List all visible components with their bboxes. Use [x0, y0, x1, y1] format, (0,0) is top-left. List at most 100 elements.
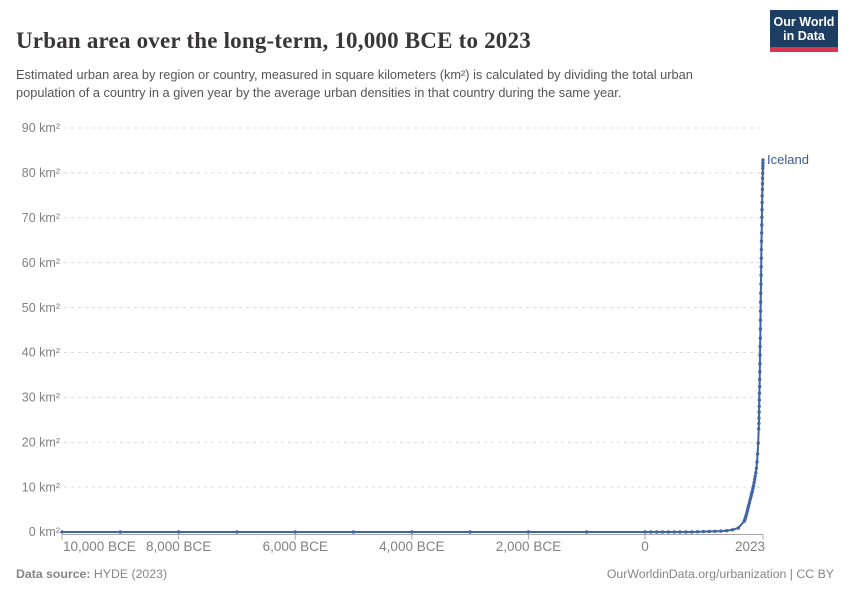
y-tick-label: 20 km² [22, 435, 60, 449]
data-point[interactable] [758, 309, 763, 313]
data-point[interactable] [759, 239, 764, 243]
data-point[interactable] [701, 529, 706, 534]
data-point[interactable] [678, 530, 682, 534]
data-point[interactable] [760, 182, 765, 186]
data-point[interactable] [695, 530, 700, 534]
data-point[interactable] [747, 501, 752, 505]
data-point[interactable] [761, 166, 765, 171]
data-point[interactable] [293, 530, 297, 534]
data-point[interactable] [753, 474, 757, 478]
data-point[interactable] [758, 362, 762, 366]
data-point[interactable] [410, 530, 414, 534]
data-point[interactable] [758, 344, 762, 349]
data-point[interactable] [760, 187, 765, 192]
data-point[interactable] [351, 530, 356, 534]
data-point[interactable] [758, 370, 762, 374]
data-point[interactable] [468, 530, 472, 534]
data-source-note: Data source: HYDE (2023) [16, 567, 167, 581]
owid-logo[interactable]: Our World in Data [770, 10, 838, 52]
data-point[interactable] [750, 489, 754, 493]
data-point[interactable] [655, 530, 659, 534]
chart-footer: Data source: HYDE (2023) OurWorldinData.… [16, 567, 834, 581]
grid-layer: 0 km² 10 km² 20 km² 30 km² 40 km² 50 km² 60 km… [22, 121, 763, 539]
data-point[interactable] [760, 215, 764, 219]
y-tick-label: 0 km² [29, 525, 60, 539]
data-point[interactable] [751, 486, 755, 491]
data-point[interactable] [725, 529, 729, 533]
data-point[interactable] [707, 529, 711, 534]
data-point[interactable] [757, 427, 761, 431]
data-point[interactable] [755, 452, 760, 456]
data-point[interactable] [649, 530, 653, 534]
data-point[interactable] [713, 529, 717, 533]
data-point[interactable] [719, 529, 723, 533]
data-point[interactable] [760, 176, 765, 180]
data-point[interactable] [757, 410, 761, 414]
data-point[interactable] [660, 530, 665, 534]
data-point[interactable] [526, 530, 531, 534]
data-point[interactable] [757, 421, 761, 426]
data-point[interactable] [760, 231, 764, 235]
data-point[interactable] [757, 391, 762, 395]
data-point[interactable] [118, 530, 123, 534]
data-point[interactable] [761, 164, 765, 168]
data-point[interactable] [585, 530, 589, 534]
data-point[interactable] [761, 158, 765, 162]
data-point[interactable] [643, 530, 647, 534]
x-tick-label: 2,000 BCE [496, 539, 561, 554]
data-point[interactable] [754, 471, 758, 475]
data-point[interactable] [753, 477, 757, 482]
data-point[interactable] [757, 384, 762, 389]
data-point[interactable] [761, 171, 765, 175]
x-tick-label: 2023 [735, 539, 765, 554]
data-point[interactable] [752, 480, 756, 485]
x-tick-label: 8,000 BCE [146, 539, 211, 554]
label-layer: Iceland [767, 152, 809, 167]
y-tick-label: 90 km² [22, 121, 60, 135]
data-point[interactable] [760, 200, 764, 205]
data-point[interactable] [730, 528, 735, 532]
trend-line-iceland[interactable] [61, 158, 764, 533]
data-point[interactable] [757, 416, 761, 420]
x-tick-label: 6,000 BCE [263, 539, 328, 554]
data-point[interactable] [760, 208, 764, 212]
x-tick-label: 4,000 BCE [379, 539, 444, 554]
data-point[interactable] [758, 327, 763, 331]
data-point[interactable] [672, 530, 676, 534]
data-point[interactable] [759, 282, 763, 286]
data-point[interactable] [760, 223, 764, 227]
owid-logo-line2: in Data [783, 29, 825, 43]
data-point[interactable] [754, 466, 759, 470]
data-point[interactable] [759, 291, 763, 295]
y-tick-label: 50 km² [22, 301, 60, 315]
data-point[interactable] [666, 530, 671, 534]
series-label-iceland[interactable]: Iceland [767, 152, 809, 167]
data-point[interactable] [759, 256, 763, 260]
data-point[interactable] [60, 530, 64, 534]
data-point[interactable] [758, 318, 763, 322]
data-point[interactable] [757, 404, 761, 408]
data-point[interactable] [756, 441, 760, 445]
data-point[interactable] [761, 161, 765, 165]
data-point[interactable] [759, 247, 764, 252]
x-tick-label: 0 [641, 539, 649, 554]
data-point[interactable] [757, 398, 761, 402]
data-point[interactable] [758, 336, 762, 340]
data-point[interactable] [760, 194, 764, 198]
footer-citation-link[interactable]: OurWorldinData.org/urbanization | CC BY [606, 567, 834, 581]
y-tick-label: 10 km² [22, 480, 60, 494]
x-axis: 10,000 BCE 8,000 BCE 6,000 BCE 4,000 BCE 2,0… [61, 534, 765, 554]
data-point[interactable] [758, 377, 762, 382]
data-point[interactable] [176, 530, 181, 534]
series-layer [60, 158, 765, 534]
data-point[interactable] [736, 526, 740, 530]
data-point[interactable] [235, 530, 239, 534]
data-point[interactable] [690, 530, 694, 534]
data-point[interactable] [751, 484, 756, 488]
data-point[interactable] [759, 265, 763, 269]
data-point[interactable] [758, 353, 762, 357]
data-point[interactable] [759, 300, 763, 304]
data-point[interactable] [684, 530, 688, 534]
data-point[interactable] [759, 273, 763, 277]
data-point[interactable] [755, 460, 759, 464]
